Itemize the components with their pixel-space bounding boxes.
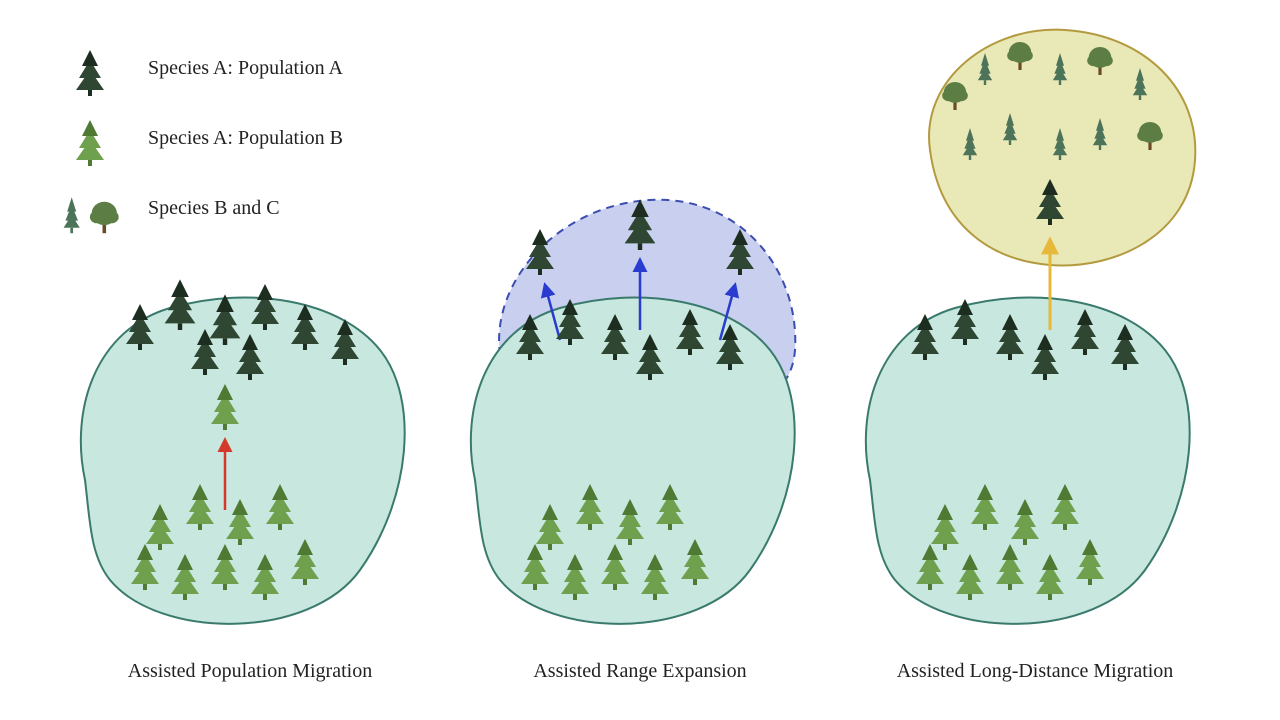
legend-icon-light-tree <box>60 110 120 166</box>
legend-icon-species-bc <box>60 180 120 236</box>
range-shape <box>81 297 405 623</box>
range-shape <box>866 297 1190 623</box>
diagram-canvas <box>0 0 1280 720</box>
legend-row-1: Species A: Population B <box>60 110 343 166</box>
panel-1 <box>81 279 405 623</box>
legend-label-0: Species A: Population A <box>148 57 343 80</box>
legend-row-0: Species A: Population A <box>60 40 343 96</box>
panel-3 <box>866 30 1195 624</box>
legend-row-2: Species B and C <box>60 180 280 236</box>
legend-label-1: Species A: Population B <box>148 127 343 150</box>
caption-panel-2: Assisted Range Expansion <box>460 660 820 683</box>
range-shape <box>471 297 795 623</box>
caption-panel-1: Assisted Population Migration <box>70 660 430 683</box>
caption-panel-3: Assisted Long-Distance Migration <box>855 660 1215 683</box>
panel-2 <box>471 199 795 623</box>
legend-icon-dark-tree <box>60 40 120 96</box>
legend-label-2: Species B and C <box>148 197 280 220</box>
